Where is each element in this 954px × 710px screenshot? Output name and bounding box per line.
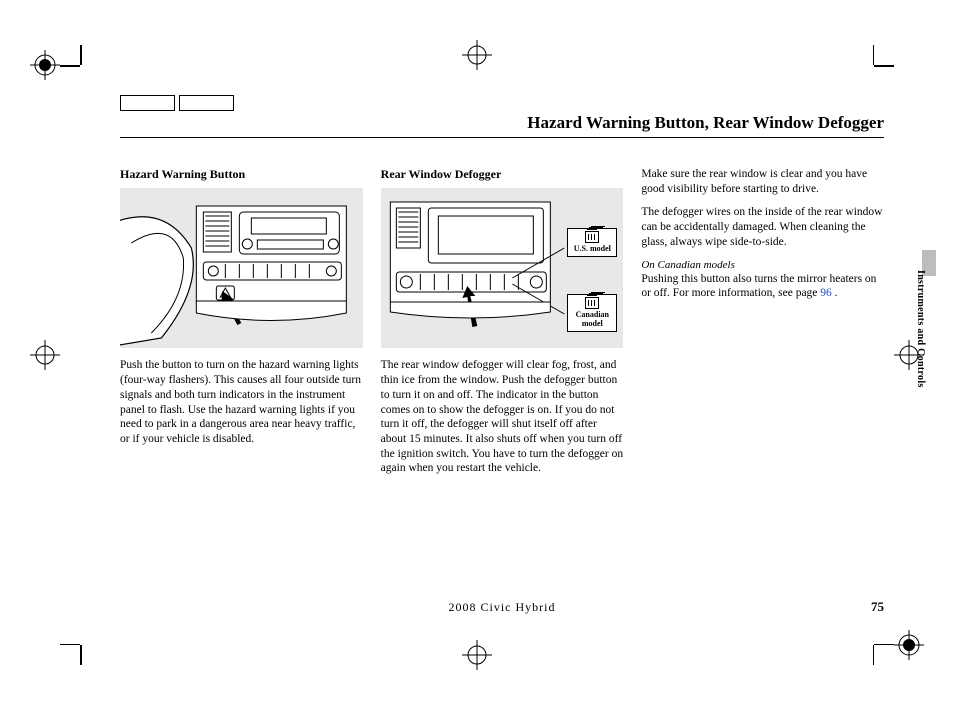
callout-us-label: U.S. model xyxy=(574,244,611,253)
registration-mark xyxy=(30,50,60,80)
crop-mark xyxy=(874,65,894,67)
section-label: Instruments and Controls xyxy=(915,270,926,388)
manual-page: Hazard Warning Button, Rear Window Defog… xyxy=(120,95,884,615)
page-reference-link[interactable]: 96 xyxy=(820,287,832,299)
column-notes: Make sure the rear window is clear and y… xyxy=(641,167,884,476)
defogger-body: The rear window defogger will clear fog,… xyxy=(381,358,624,476)
footer-model-year: 2008 Civic Hybrid xyxy=(120,600,884,615)
registration-mark xyxy=(894,630,924,660)
mirror-note-text-a: Pushing this button also turns the mirro… xyxy=(641,273,876,300)
mirror-note-text-b: . xyxy=(832,287,838,299)
defogger-icon xyxy=(585,231,599,243)
registration-mark xyxy=(462,640,492,670)
visibility-note: Make sure the rear window is clear and y… xyxy=(641,167,884,196)
hazard-button-figure xyxy=(120,188,363,348)
mirror-heater-note: Pushing this button also turns the mirro… xyxy=(641,272,884,301)
crop-mark xyxy=(873,45,875,65)
crop-mark xyxy=(874,644,894,646)
defogger-icon xyxy=(585,297,599,309)
page-title: Hazard Warning Button, Rear Window Defog… xyxy=(120,113,884,138)
crop-mark xyxy=(80,645,82,665)
wire-care-note: The defogger wires on the inside of the … xyxy=(641,205,884,249)
crop-mark xyxy=(60,644,80,646)
crop-mark xyxy=(80,45,82,65)
defogger-heading: Rear Window Defogger xyxy=(381,167,624,182)
registration-mark xyxy=(462,40,492,70)
crop-mark xyxy=(873,645,875,665)
content-columns: Hazard Warning Button xyxy=(120,167,884,476)
callout-canadian-model: Canadian model xyxy=(567,294,617,332)
registration-mark xyxy=(30,340,60,370)
crop-mark xyxy=(60,65,80,67)
hazard-body: Push the button to turn on the hazard wa… xyxy=(120,358,363,446)
column-rear-defogger: Rear Window Defogger xyxy=(381,167,624,476)
page-number: 75 xyxy=(871,599,884,615)
canadian-models-note-label: On Canadian models xyxy=(641,258,884,272)
defogger-figure: U.S. model Canadian model xyxy=(381,188,624,348)
column-hazard-warning: Hazard Warning Button xyxy=(120,167,363,476)
callout-ca-label: Canadian model xyxy=(576,310,609,328)
hazard-heading: Hazard Warning Button xyxy=(120,167,363,182)
callout-us-model: U.S. model xyxy=(567,228,617,257)
